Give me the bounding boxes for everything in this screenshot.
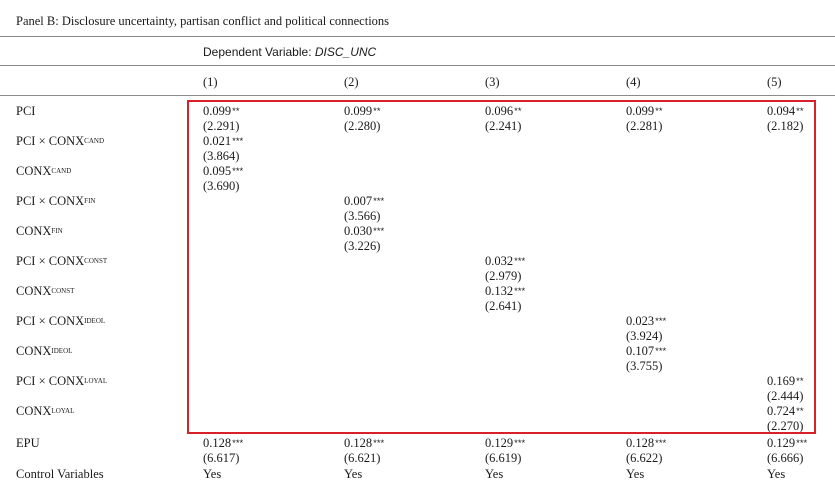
row-label-conx-cand: CONXCAND xyxy=(16,164,72,178)
row-label-pci: PCI xyxy=(16,104,36,118)
cell-pci-col3: 0.096** xyxy=(485,104,522,118)
cell-epu-col3: 0.129*** xyxy=(485,436,526,450)
cell-epu-col2-t: (6.621) xyxy=(344,451,381,465)
column-header-1: (1) xyxy=(203,75,218,89)
row-label-pci-conx-const: PCI × CONXCONST xyxy=(16,254,108,268)
dependent-variable-label: Dependent Variable: xyxy=(203,45,315,59)
cell-epu-col5: 0.129*** xyxy=(767,436,808,450)
row-label-conx-const: CONXCONST xyxy=(16,284,75,298)
cell-epu-col4: 0.128*** xyxy=(626,436,667,450)
top-rule xyxy=(0,36,835,37)
cell-conx-fin: 0.030*** xyxy=(344,224,385,238)
cell-pci-col5-t: (2.182) xyxy=(767,119,804,133)
cell-conx-ideol: 0.107*** xyxy=(626,344,667,358)
cell-conx-fin-t: (3.226) xyxy=(344,239,381,253)
row-label-conx-loyal: CONXLOYAL xyxy=(16,404,75,418)
column-header-3: (3) xyxy=(485,75,500,89)
cell-epu-col1-t: (6.617) xyxy=(203,451,240,465)
cell-conx-loyal-t: (2.270) xyxy=(767,419,804,433)
row-label-epu: EPU xyxy=(16,436,40,450)
highlight-box xyxy=(187,100,816,434)
cell-conx-loyal: 0.724** xyxy=(767,404,804,418)
row-label-pci-conx-cand: PCI × CONXCAND xyxy=(16,134,105,148)
row-label-pci-conx-ideol: PCI × CONXIDEOL xyxy=(16,314,106,328)
cell-pci-conx-cand-t: (3.864) xyxy=(203,149,240,163)
cell-controls-col4: Yes xyxy=(626,467,645,481)
cell-epu-col3-t: (6.619) xyxy=(485,451,522,465)
cell-epu-col5-t: (6.666) xyxy=(767,451,804,465)
cell-controls-col1: Yes xyxy=(203,467,222,481)
cell-conx-cand: 0.095*** xyxy=(203,164,244,178)
cell-pci-col2-t: (2.280) xyxy=(344,119,381,133)
cell-pci-conx-const-t: (2.979) xyxy=(485,269,522,283)
cell-pci-conx-loyal: 0.169** xyxy=(767,374,804,388)
cell-pci-conx-fin: 0.007*** xyxy=(344,194,385,208)
cell-epu-col4-t: (6.622) xyxy=(626,451,663,465)
cell-epu-col1: 0.128*** xyxy=(203,436,244,450)
panel-title: Panel B: Disclosure uncertainty, partisa… xyxy=(16,14,390,28)
cell-pci-conx-const: 0.032*** xyxy=(485,254,526,268)
cell-pci-col2: 0.099** xyxy=(344,104,381,118)
row-label-conx-fin: CONXFIN xyxy=(16,224,63,238)
column-header-4: (4) xyxy=(626,75,641,89)
cell-pci-col5: 0.094** xyxy=(767,104,804,118)
cell-pci-conx-ideol: 0.023*** xyxy=(626,314,667,328)
header-rule xyxy=(0,65,835,66)
cell-pci-col1: 0.099** xyxy=(203,104,240,118)
cell-pci-conx-fin-t: (3.566) xyxy=(344,209,381,223)
cell-controls-col5: Yes xyxy=(767,467,786,481)
dependent-variable-header: Dependent Variable: DISC_UNC xyxy=(203,45,376,59)
cell-conx-const-t: (2.641) xyxy=(485,299,522,313)
row-label-pci-conx-fin: PCI × CONXFIN xyxy=(16,194,96,208)
dependent-variable-name: DISC_UNC xyxy=(314,45,377,59)
cell-epu-col2: 0.128*** xyxy=(344,436,385,450)
cell-pci-conx-loyal-t: (2.444) xyxy=(767,389,804,403)
cell-pci-col4: 0.099** xyxy=(626,104,663,118)
column-rule xyxy=(0,95,835,96)
cell-conx-const: 0.132*** xyxy=(485,284,526,298)
cell-pci-col3-t: (2.241) xyxy=(485,119,522,133)
cell-pci-col4-t: (2.281) xyxy=(626,119,663,133)
cell-pci-conx-ideol-t: (3.924) xyxy=(626,329,663,343)
row-label-pci-conx-loyal: PCI × CONXLOYAL xyxy=(16,374,108,388)
row-label-conx-ideol: CONXIDEOL xyxy=(16,344,73,358)
cell-pci-col1-t: (2.291) xyxy=(203,119,240,133)
cell-conx-ideol-t: (3.755) xyxy=(626,359,663,373)
cell-controls-col2: Yes xyxy=(344,467,363,481)
column-header-2: (2) xyxy=(344,75,359,89)
cell-conx-cand-t: (3.690) xyxy=(203,179,240,193)
row-label-control-variables: Control Variables xyxy=(16,467,104,481)
cell-pci-conx-cand: 0.021*** xyxy=(203,134,244,148)
column-header-5: (5) xyxy=(767,75,782,89)
cell-controls-col3: Yes xyxy=(485,467,504,481)
